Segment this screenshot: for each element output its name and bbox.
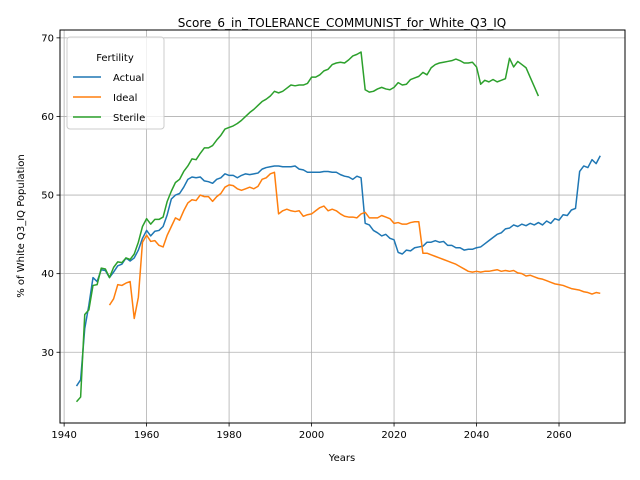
- x-tick-label: 1940: [51, 430, 76, 441]
- x-tick-label: 2040: [464, 430, 489, 441]
- y-tick-label: 50: [41, 191, 54, 202]
- y-axis-ticks: 30 40 50 60 70: [41, 33, 60, 359]
- x-axis-ticks: 1940 1960 1980 2000 2020 2040 2060: [51, 423, 572, 441]
- legend-label-actual: Actual: [113, 73, 144, 84]
- series-lines: [75, 51, 601, 403]
- legend-label-sterile: Sterile: [113, 113, 145, 124]
- plot-frame: [59, 29, 626, 424]
- x-tick-label: 2060: [546, 430, 571, 441]
- y-axis-label: % of White Q3_IQ Population: [16, 154, 27, 298]
- series-line-ideal: [108, 171, 601, 320]
- legend-title: Fertility: [96, 53, 134, 64]
- y-tick-label: 40: [41, 269, 54, 280]
- x-tick-label: 2000: [299, 430, 324, 441]
- x-tick-label: 1980: [216, 430, 241, 441]
- legend-label-ideal: Ideal: [113, 93, 137, 104]
- legend: Fertility Actual Ideal Sterile: [66, 36, 165, 130]
- series-line-sterile: [75, 51, 540, 403]
- x-axis-label: Years: [328, 453, 355, 464]
- y-tick-label: 30: [41, 348, 54, 359]
- series-line-actual: [75, 155, 601, 387]
- chart-title: Score_6_in_TOLERANCE_COMMUNIST_for_White…: [178, 16, 506, 30]
- x-tick-label: 2020: [381, 430, 406, 441]
- x-tick-label: 1960: [134, 430, 159, 441]
- legend-items: Actual Ideal Sterile: [73, 73, 145, 124]
- y-tick-label: 70: [41, 33, 54, 44]
- y-tick-label: 60: [41, 112, 54, 123]
- legend-box: [66, 36, 165, 130]
